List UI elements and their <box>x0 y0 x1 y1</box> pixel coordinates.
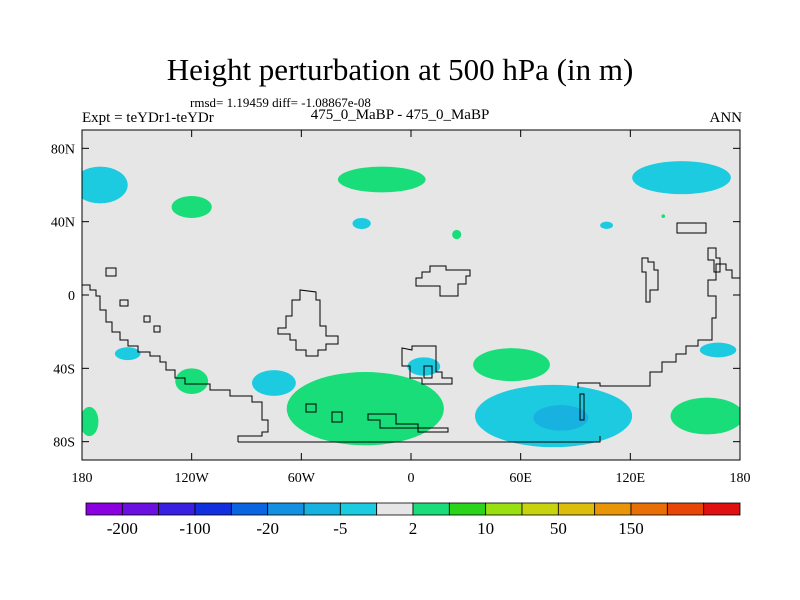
coastline-indonesia <box>676 222 707 234</box>
coastline-small-island-4 <box>153 325 161 333</box>
x-tick-label: 60E <box>509 471 532 486</box>
colorbar: -200 -100 -20 -5 2 10 50 150 <box>85 502 741 538</box>
coastline-madagascar <box>423 365 433 379</box>
x-tick-label: 120E <box>616 471 646 486</box>
colorbar-swatch <box>448 502 487 516</box>
coastline-antarctica <box>238 436 601 443</box>
coastline-peninsula-2 <box>331 411 343 423</box>
axis-ticks: 180 120W 60W 0 60E 120E 180 80N 40N 0 40S 80S <box>51 130 751 486</box>
positive-anomaly-region <box>171 196 212 218</box>
colorbar-label: 10 <box>477 519 494 538</box>
colorbar-swatch <box>303 502 341 516</box>
coastline-arabia <box>415 265 471 297</box>
colorbar-swatch <box>630 502 668 516</box>
y-tick-label: 40S <box>53 362 75 377</box>
coastline-small-island-2 <box>119 299 129 307</box>
coastline-outlines <box>82 222 740 443</box>
chart-title: Height perturbation at 500 hPa (in m) <box>166 52 634 87</box>
colorbar-swatch <box>666 502 705 516</box>
positive-anomaly-region <box>286 372 444 446</box>
x-tick-label: 180 <box>72 471 93 486</box>
coastline-antarctic-shelf <box>367 413 449 433</box>
negative-anomaly-region <box>699 342 737 358</box>
negative-anomaly-region <box>82 166 128 204</box>
colorbar-swatch <box>376 502 414 516</box>
colorbar-label: 50 <box>550 519 567 538</box>
anomaly-field <box>82 161 740 448</box>
colorbar-label: 2 <box>409 519 418 538</box>
colorbar-swatch <box>594 502 632 516</box>
coastline-australia-inner <box>579 393 585 421</box>
colorbar-swatch <box>521 502 559 516</box>
negative-anomaly-region <box>632 161 731 195</box>
colorbar-label: -5 <box>333 519 347 538</box>
coastline-southeast-asia <box>707 247 721 273</box>
negative-anomaly-region <box>352 218 371 229</box>
y-tick-label: 80N <box>51 142 75 157</box>
colorbar-swatch <box>194 502 232 516</box>
negative-anomaly-region <box>114 347 141 361</box>
coastline-peninsula-1 <box>305 403 317 413</box>
colorbar-swatch <box>703 502 741 516</box>
positive-anomaly-region <box>452 229 462 240</box>
season-label: ANN <box>709 110 743 126</box>
y-tick-label: 0 <box>68 289 75 304</box>
coastline-australia <box>577 263 740 388</box>
coastline-africa-horn <box>401 345 453 385</box>
negative-anomaly-region <box>251 370 296 396</box>
colorbar-swatch <box>230 502 269 516</box>
colorbar-swatch <box>267 502 305 516</box>
colorbar-swatch <box>85 502 123 516</box>
colorbar-swatch <box>485 502 523 516</box>
coastline-west-africa <box>277 289 339 357</box>
colorbar-swatch <box>412 502 450 516</box>
x-tick-label: 0 <box>408 471 415 486</box>
positive-anomaly-region <box>337 166 426 193</box>
colorbar-label: -200 <box>107 519 138 538</box>
x-tick-label: 120W <box>175 471 210 486</box>
positive-anomaly-region <box>670 397 740 435</box>
coastline-small-island-3 <box>143 315 151 323</box>
colorbar-swatch <box>339 502 378 516</box>
colorbar-swatch <box>557 502 596 516</box>
coastline-small-island-1 <box>105 267 117 277</box>
positive-anomaly-region <box>175 368 209 394</box>
x-tick-label: 180 <box>730 471 751 486</box>
positive-anomaly-region <box>473 348 550 382</box>
positive-anomaly-region <box>82 406 99 437</box>
rmsd-diff-stats: rmsd= 1.19459 diff= -1.08867e-08 <box>190 95 371 110</box>
positive-anomaly-region <box>661 214 666 219</box>
negative-anomaly-region <box>600 221 613 229</box>
y-tick-label: 40N <box>51 216 75 231</box>
negative-anomaly-region <box>533 405 589 431</box>
colorbar-swatch <box>158 502 196 516</box>
coastline-south-america <box>82 284 269 442</box>
colorbar-swatch <box>121 502 160 516</box>
colorbar-label: -100 <box>179 519 210 538</box>
colorbar-label: 150 <box>618 519 644 538</box>
case-label: 475_0_MaBP - 475_0_MaBP <box>310 107 490 123</box>
coastline-new-guinea <box>641 257 659 303</box>
colorbar-label: -20 <box>256 519 279 538</box>
x-tick-label: 60W <box>288 471 316 486</box>
y-tick-label: 80S <box>53 436 75 451</box>
experiment-label: Expt = teYDr1-teYDr <box>82 110 214 126</box>
